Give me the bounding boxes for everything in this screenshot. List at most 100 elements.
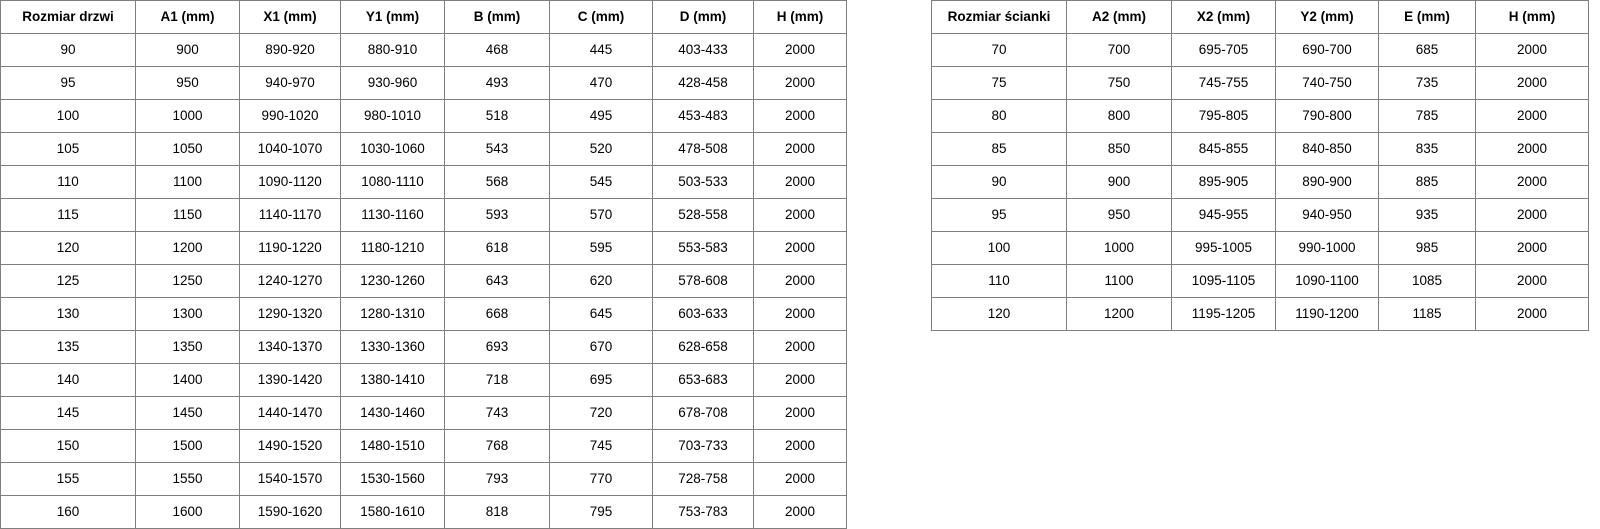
table-cell: 100 [0,99,136,133]
table-cell: 1185 [1378,297,1476,331]
table-cell: 1080-1110 [340,165,445,199]
table-cell: 495 [549,99,653,133]
table-cell: 2000 [753,396,847,430]
wall-size-table-body: 70 700 695-705 690-700 685 2000 75 750 745-755 74… [931,33,1589,331]
table-cell: 695 [549,363,653,397]
table-cell: 1150 [135,198,240,232]
table-cell: 728-758 [652,462,754,496]
table-cell: 2000 [753,495,847,529]
table-cell: 1030-1060 [340,132,445,166]
table-cell: 1490-1520 [239,429,341,463]
table-cell: 750 [1066,66,1172,100]
table-cell: 2000 [753,363,847,397]
table-cell: 90 [0,33,136,67]
column-header: A1 (mm) [135,0,240,34]
table-cell: 1530-1560 [340,462,445,496]
column-header: H (mm) [1475,0,1589,34]
table-row: 75 750 745-755 740-750 735 2000 [931,66,1589,100]
table-cell: 703-733 [652,429,754,463]
table-cell: 1290-1320 [239,297,341,331]
table-cell: 1050 [135,132,240,166]
table-cell: 1480-1510 [340,429,445,463]
table-cell: 135 [0,330,136,364]
table-cell: 900 [135,33,240,67]
table-cell: 2000 [753,264,847,298]
table-cell: 2000 [753,99,847,133]
table-row: 130 1300 1290-1320 1280-1310 668 645 603-633 20… [0,297,847,331]
column-header: Rozmiar drzwi [0,0,136,34]
table-cell: 95 [0,66,136,100]
table-cell: 2000 [1475,198,1589,232]
table-cell: 885 [1378,165,1476,199]
table-cell: 1195-1205 [1171,297,1276,331]
table-cell: 470 [549,66,653,100]
table-cell: 120 [931,297,1067,331]
table-cell: 1390-1420 [239,363,341,397]
table-cell: 1140-1170 [239,198,341,232]
table-cell: 1400 [135,363,240,397]
table-cell: 1200 [1066,297,1172,331]
table-cell: 668 [444,297,550,331]
table-row: 90 900 895-905 890-900 885 2000 [931,165,1589,199]
table-cell: 670 [549,330,653,364]
table-row: 70 700 695-705 690-700 685 2000 [931,33,1589,67]
table-cell: 2000 [1475,66,1589,100]
table-cell: 940-950 [1275,198,1379,232]
table-cell: 518 [444,99,550,133]
table-cell: 140 [0,363,136,397]
table-cell: 835 [1378,132,1476,166]
table-cell: 100 [931,231,1067,265]
table-row: 155 1550 1540-1570 1530-1560 793 770 728-758 20… [0,462,847,496]
table-row: 95 950 945-955 940-950 935 2000 [931,198,1589,232]
table-cell: 80 [931,99,1067,133]
table-cell: 1280-1310 [340,297,445,331]
table-cell: 940-970 [239,66,341,100]
table-cell: 478-508 [652,132,754,166]
column-header: B (mm) [444,0,550,34]
table-cell: 1040-1070 [239,132,341,166]
table-cell: 75 [931,66,1067,100]
table-cell: 1000 [1066,231,1172,265]
table-cell: 1550 [135,462,240,496]
wall-size-table: Rozmiar ścianki A2 (mm) X2 (mm) Y2 (mm) E (m… [931,0,1589,331]
column-header: A2 (mm) [1066,0,1172,34]
table-cell: 700 [1066,33,1172,67]
table-cell: 818 [444,495,550,529]
table-cell: 493 [444,66,550,100]
door-size-table-header: Rozmiar drzwi A1 (mm) X1 (mm) Y1 (mm) B (mm)… [0,0,847,34]
table-cell: 645 [549,297,653,331]
table-cell: 895-905 [1171,165,1276,199]
table-cell: 2000 [753,66,847,100]
table-cell: 840-850 [1275,132,1379,166]
table-cell: 503-533 [652,165,754,199]
table-cell: 795 [549,495,653,529]
table-cell: 1090-1120 [239,165,341,199]
table-row: 85 850 845-855 840-850 835 2000 [931,132,1589,166]
table-cell: 1380-1410 [340,363,445,397]
table-cell: 735 [1378,66,1476,100]
table-cell: 678-708 [652,396,754,430]
table-row: 135 1350 1340-1370 1330-1360 693 670 628-658 20… [0,330,847,364]
table-row: 110 1100 1095-1105 1090-1100 1085 2000 [931,264,1589,298]
door-size-table-body: 90 900 890-920 880-910 468 445 403-433 2000 95 95… [0,33,847,529]
table-row: 90 900 890-920 880-910 468 445 403-433 2000 [0,33,847,67]
table-cell: 1090-1100 [1275,264,1379,298]
table-cell: 453-483 [652,99,754,133]
table-cell: 790-800 [1275,99,1379,133]
table-cell: 1100 [135,165,240,199]
table-cell: 720 [549,396,653,430]
table-cell: 695-705 [1171,33,1276,67]
table-row: 120 1200 1190-1220 1180-1210 618 595 553-583 20… [0,231,847,265]
table-cell: 930-960 [340,66,445,100]
table-cell: 2000 [1475,33,1589,67]
table-cell: 90 [931,165,1067,199]
table-cell: 1230-1260 [340,264,445,298]
table-cell: 793 [444,462,550,496]
table-cell: 995-1005 [1171,231,1276,265]
table-row: 95 950 940-970 930-960 493 470 428-458 2000 [0,66,847,100]
table-cell: 985 [1378,231,1476,265]
table-row: 80 800 795-805 790-800 785 2000 [931,99,1589,133]
table-cell: 578-608 [652,264,754,298]
table-cell: 595 [549,231,653,265]
table-cell: 1200 [135,231,240,265]
